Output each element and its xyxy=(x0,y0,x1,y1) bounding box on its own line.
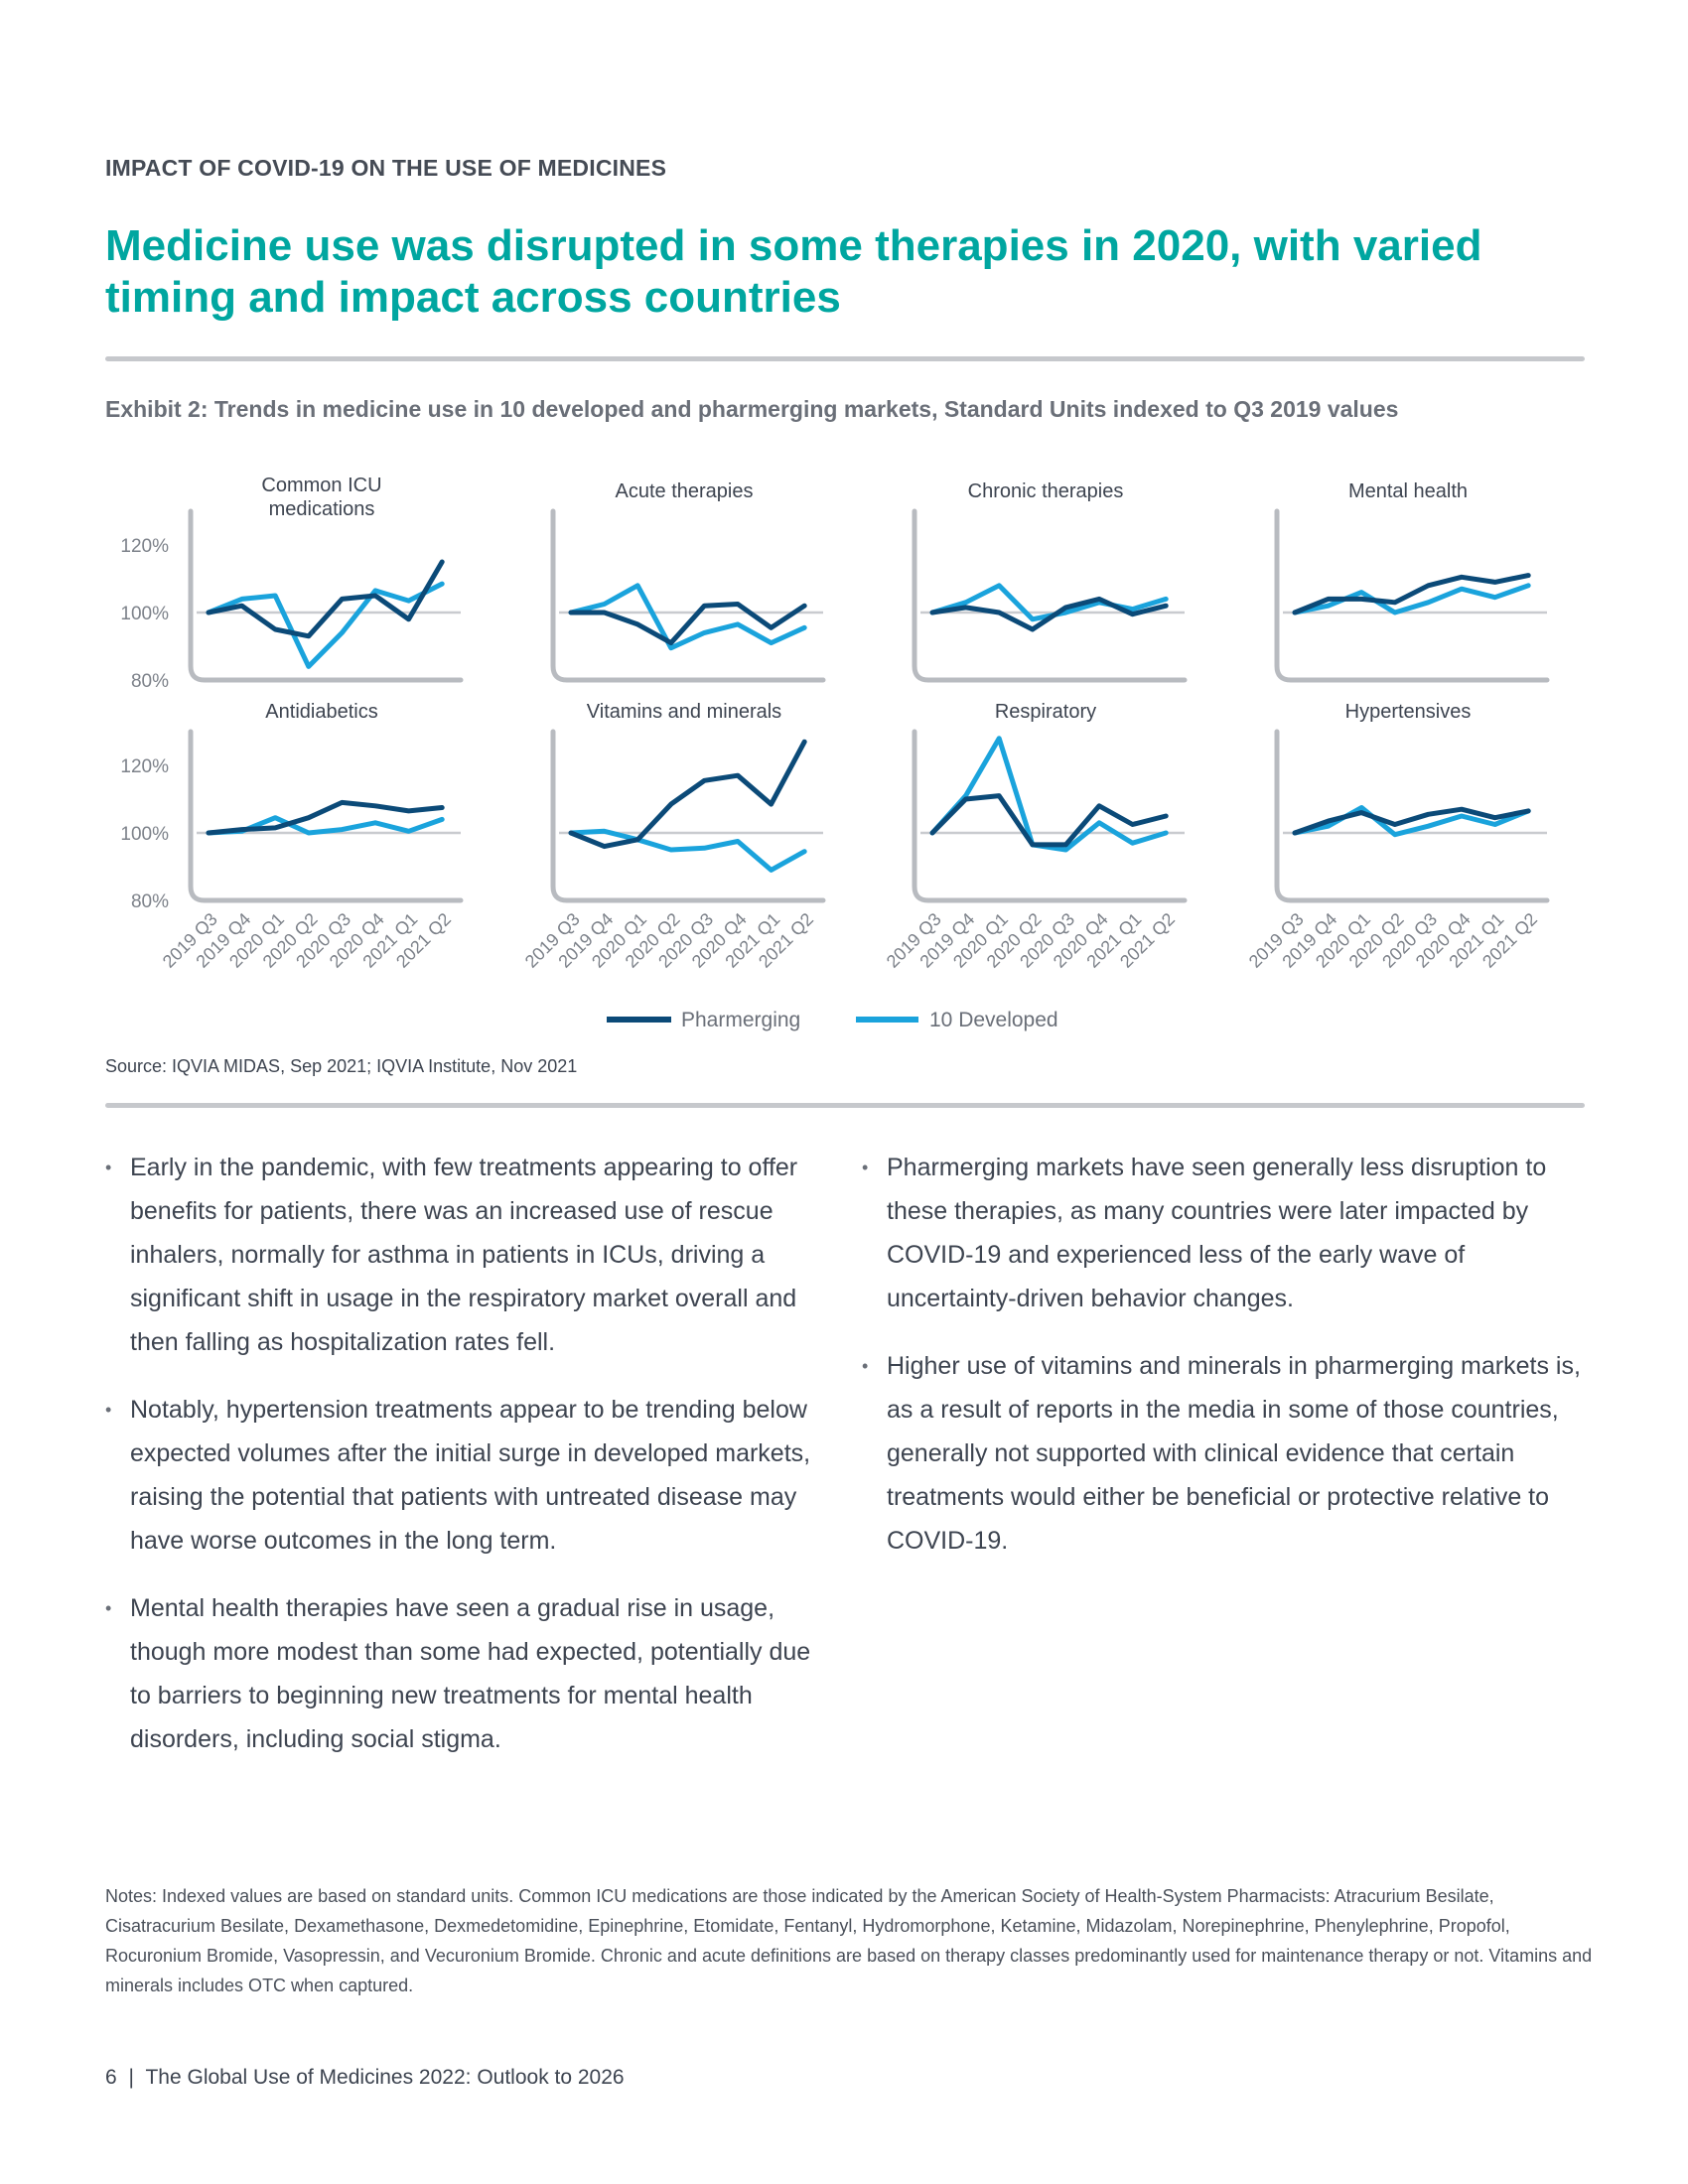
series-line-pharmerging xyxy=(568,602,807,646)
series-line-pharmerging xyxy=(929,793,1169,848)
panel-axis xyxy=(188,729,464,903)
panel-title: Chronic therapies xyxy=(968,480,1124,502)
series-line-pharmerging xyxy=(568,739,807,850)
exhibit-divider xyxy=(105,1103,1585,1108)
body-left-column: • Early in the pandemic, with few treatme… xyxy=(105,1146,820,1785)
panel-axis xyxy=(550,729,826,903)
series-line-pharmerging xyxy=(929,596,1169,632)
bullet-text: Higher use of vitamins and minerals in p… xyxy=(887,1352,1581,1555)
page-footer: 6 | The Global Use of Medicines 2022: Ou… xyxy=(105,2066,625,2090)
bullet-point: • Notably, hypertension treatments appear… xyxy=(105,1388,820,1563)
panel-axis xyxy=(188,508,464,683)
y-tick-label: 100% xyxy=(120,824,169,845)
bullet-point: • Mental health therapies have seen a gra… xyxy=(105,1586,820,1761)
y-tick-label: 80% xyxy=(131,671,169,692)
panel-axis xyxy=(550,508,826,683)
y-tick-label: 120% xyxy=(120,536,169,557)
series-line-10-developed xyxy=(1292,805,1531,838)
bullet-text: Pharmerging markets have seen generally … xyxy=(887,1154,1547,1312)
series-line-10-developed xyxy=(1292,583,1531,615)
bullet-text: Notably, hypertension treatments appear … xyxy=(130,1396,811,1555)
y-tick-label: 100% xyxy=(120,604,169,624)
exhibit-source: Source: IQVIA MIDAS, Sep 2021; IQVIA Ins… xyxy=(105,1056,578,1076)
series-line-pharmerging xyxy=(1292,806,1531,836)
y-tick-label: 80% xyxy=(131,891,169,912)
series-line-pharmerging xyxy=(206,559,445,639)
small-multiples-chart: Common ICU medications 120% 100% 80% Acute th… xyxy=(120,477,1550,1031)
panel-axis xyxy=(912,508,1188,683)
section-heading: IMPACT OF COVID-19 ON THE USE OF MEDICIN… xyxy=(105,155,667,181)
bullet-icon: • xyxy=(105,1400,112,1420)
panel-title: Mental health xyxy=(1348,480,1468,502)
panel-title: Antidiabetics xyxy=(265,701,377,723)
bullet-icon: • xyxy=(862,1158,869,1177)
notes: Notes: Indexed values are based on stand… xyxy=(105,1886,1593,1995)
legend-label-pharmerging: Pharmerging xyxy=(681,1009,800,1031)
publication-title: The Global Use of Medicines 2022: Outloo… xyxy=(145,2066,625,2089)
y-tick-label: 120% xyxy=(120,756,169,777)
bullet-icon: • xyxy=(862,1356,869,1376)
series-line-10-developed xyxy=(929,736,1169,853)
page-number: 6 xyxy=(105,2066,117,2089)
panel-title: Common ICU medications xyxy=(261,477,381,520)
panel-title: Respiratory xyxy=(995,701,1096,723)
bullet-point: • Early in the pandemic, with few treatme… xyxy=(105,1146,820,1364)
title-divider xyxy=(105,356,1585,361)
panel-title: Vitamins and minerals xyxy=(587,701,781,723)
series-line-pharmerging xyxy=(1292,573,1531,615)
panel-axis xyxy=(1274,508,1550,683)
bullet-text: Early in the pandemic, with few treatmen… xyxy=(130,1154,798,1356)
bullet-icon: • xyxy=(105,1158,112,1177)
panel-axis xyxy=(912,729,1188,903)
bullet-point: • Pharmerging markets have seen generally… xyxy=(862,1146,1587,1320)
bullet-text: Mental health therapies have seen a grad… xyxy=(130,1594,811,1753)
exhibit-caption: Exhibit 2: Trends in medicine use in 10 … xyxy=(105,396,1399,422)
panel-title: Acute therapies xyxy=(616,480,754,502)
series-line-pharmerging xyxy=(206,799,445,836)
panel-axis xyxy=(1274,729,1550,903)
series-line-10-developed xyxy=(568,583,807,651)
bullet-point: • Higher use of vitamins and minerals in … xyxy=(862,1344,1587,1563)
series-line-10-developed xyxy=(568,828,807,873)
body-right-column: • Pharmerging markets have seen generally… xyxy=(862,1146,1587,1586)
legend-label-10-developed: 10 Developed xyxy=(929,1009,1058,1031)
page-title: Medicine use was disrupted in some thera… xyxy=(105,221,1482,322)
series-line-10-developed xyxy=(206,581,445,669)
bullet-icon: • xyxy=(105,1598,112,1618)
footer-separator: | xyxy=(128,2066,134,2089)
panel-title: Hypertensives xyxy=(1345,701,1472,723)
